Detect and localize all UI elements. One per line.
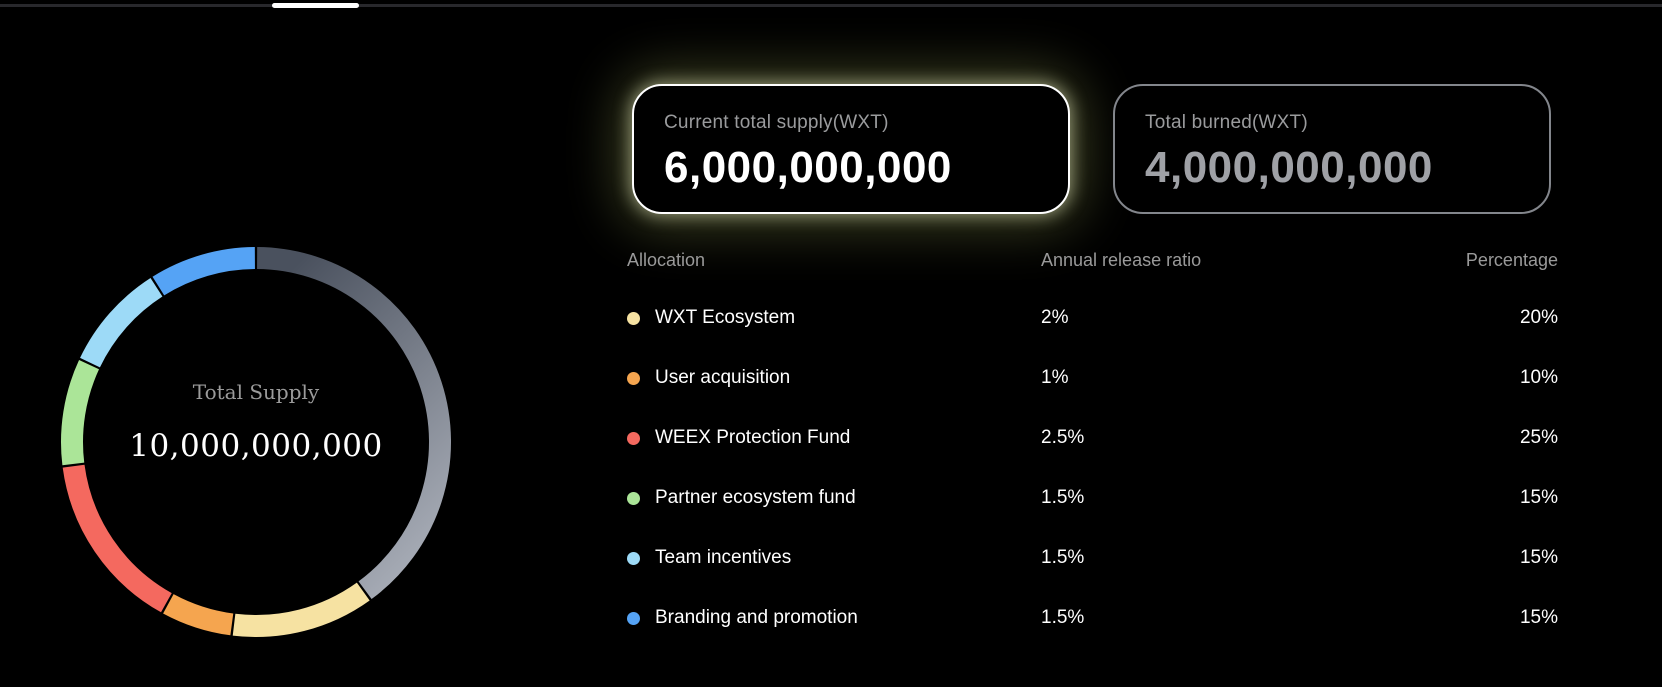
donut-segment-team-incentives[interactable]	[80, 278, 163, 368]
percentage-cell: 20%	[1519, 307, 1558, 328]
donut-svg	[61, 247, 451, 637]
donut-center-value: 10,000,000,000	[129, 428, 383, 464]
card-value: 6,000,000,000	[664, 143, 952, 192]
donut-segment-wxt-ecosystem[interactable]	[232, 582, 370, 637]
legend-dot	[627, 311, 640, 325]
table-row[interactable]: Team incentives 1.5% 15%	[625, 544, 1558, 572]
donut-segment-user-acquisition[interactable]	[163, 593, 234, 636]
card-label: Total burned(WXT)	[1145, 112, 1308, 133]
allocation-name-cell: User acquisition	[627, 364, 790, 392]
annual-release-ratio-cell: 2.5%	[1041, 427, 1085, 448]
allocation-name: Team incentives	[655, 547, 792, 568]
annual-release-ratio-cell: 2%	[1041, 307, 1069, 328]
allocation-name-cell: Team incentives	[627, 544, 791, 572]
legend-dot	[627, 431, 640, 445]
allocation-name-cell: Partner ecosystem fund	[627, 484, 856, 512]
annual-release-ratio-cell: 1.5%	[1041, 607, 1085, 628]
legend-dot	[627, 491, 640, 505]
top-scrollbar-thumb[interactable]	[272, 3, 359, 8]
donut-segment-branding-and-promotion[interactable]	[152, 247, 256, 296]
donut-segment-partner-ecosystem-fund[interactable]	[61, 360, 100, 466]
table-row[interactable]: WEEX Protection Fund 2.5% 25%	[625, 424, 1558, 452]
table-row[interactable]: Partner ecosystem fund 1.5% 15%	[625, 484, 1558, 512]
total-supply-donut-chart: Total Supply 10,000,000,000	[58, 244, 454, 640]
donut-segment-weex-protection-fund[interactable]	[62, 464, 172, 613]
percentage-cell: 25%	[1519, 427, 1558, 448]
legend-dot	[627, 611, 640, 625]
legend-dot	[627, 551, 640, 565]
top-scrollbar-track[interactable]	[0, 4, 1662, 7]
annual-release-ratio-cell: 1%	[1041, 367, 1069, 388]
legend-dot	[627, 371, 640, 385]
donut-segment-unlabeled[interactable]	[257, 247, 451, 600]
allocation-table: Allocation Annual release ratio Percenta…	[625, 238, 1558, 658]
annual-release-ratio-cell: 1.5%	[1041, 487, 1085, 508]
percentage-cell: 15%	[1519, 487, 1558, 508]
table-row[interactable]: User acquisition 1% 10%	[625, 364, 1558, 392]
donut-center-label: Total Supply	[192, 380, 320, 404]
column-header-allocation: Allocation	[627, 250, 706, 270]
card-label: Current total supply(WXT)	[664, 112, 889, 133]
percentage-cell: 15%	[1519, 547, 1558, 568]
card-value: 4,000,000,000	[1145, 143, 1433, 192]
table-row[interactable]: Branding and promotion 1.5% 15%	[625, 604, 1558, 632]
percentage-cell: 10%	[1519, 367, 1558, 388]
allocation-name-cell: WEEX Protection Fund	[627, 424, 850, 452]
column-header-annual-release-ratio: Annual release ratio	[1041, 250, 1202, 270]
allocation-name: Partner ecosystem fund	[655, 487, 856, 508]
total-burned-card[interactable]: Total burned(WXT) 4,000,000,000	[1113, 84, 1551, 214]
allocation-name-cell: WXT Ecosystem	[627, 304, 795, 332]
allocation-table-header: Allocation Annual release ratio Percenta…	[625, 246, 1558, 274]
current-total-supply-card[interactable]: Current total supply(WXT) 6,000,000,000	[632, 84, 1070, 214]
allocation-name-cell: Branding and promotion	[627, 604, 858, 632]
allocation-name: Branding and promotion	[655, 607, 858, 628]
table-row[interactable]: WXT Ecosystem 2% 20%	[625, 304, 1558, 332]
allocation-name: User acquisition	[655, 367, 791, 388]
allocation-name: WEEX Protection Fund	[655, 427, 851, 448]
column-header-percentage: Percentage	[1465, 250, 1558, 270]
percentage-cell: 15%	[1519, 607, 1558, 628]
allocation-name: WXT Ecosystem	[655, 307, 796, 328]
annual-release-ratio-cell: 1.5%	[1041, 547, 1085, 568]
